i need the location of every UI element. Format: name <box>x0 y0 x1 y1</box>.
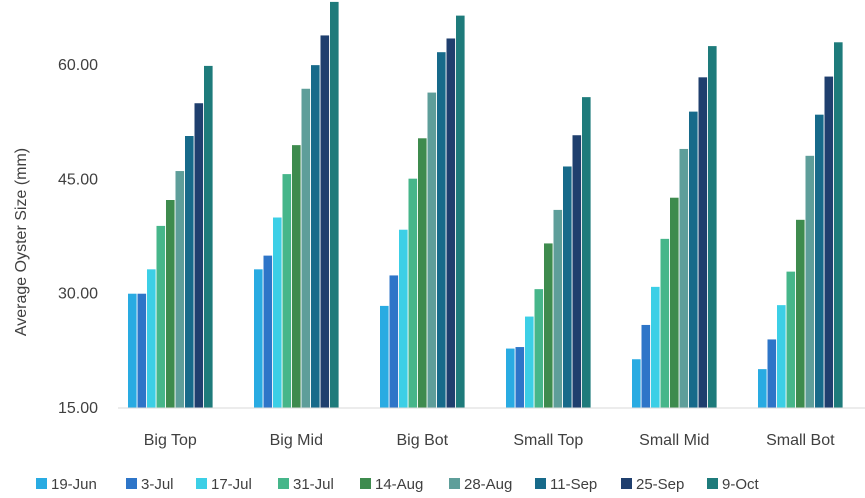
bar-17-Jul-Small Top <box>525 316 534 408</box>
bar-31-Jul-Big Top <box>156 225 166 408</box>
legend-label: 14-Aug <box>375 476 423 493</box>
bar-31-Jul-Big Mid <box>282 174 292 408</box>
bar-31-Jul-Small Bot <box>786 271 796 408</box>
category-labels: Big Top Big Mid Big Bot Small Top Small Mid S… <box>144 432 835 449</box>
y-tick-label: 15.00 <box>58 400 98 417</box>
legend-swatch <box>278 478 289 489</box>
bar-25-Sep-Big Bot <box>446 38 456 408</box>
bar-31-Jul-Small Top <box>534 289 544 408</box>
bar-31-Jul-Small Mid <box>660 238 670 408</box>
bar-14-Aug-Big Mid <box>292 145 301 408</box>
bar-3-Jul-Small Top <box>515 347 525 408</box>
bar-3-Jul-Big Mid <box>263 255 273 408</box>
y-axis-ticks: 15.00 30.00 45.00 60.00 <box>58 57 98 417</box>
legend-label: 9-Oct <box>722 476 760 493</box>
legend-label: 3-Jul <box>141 476 174 493</box>
bar-28-Aug-Small Top <box>553 209 563 408</box>
bar-17-Jul-Small Bot <box>777 305 786 408</box>
legend-label: 19-Jun <box>51 476 97 493</box>
bar-19-Jun-Big Mid <box>254 269 263 408</box>
bars <box>128 1 843 409</box>
bar-11-Sep-Small Bot <box>815 114 824 409</box>
bar-25-Sep-Small Top <box>572 135 582 409</box>
bar-3-Jul-Big Top <box>137 293 147 408</box>
bar-9-Oct-Big Mid <box>330 1 339 409</box>
bar-17-Jul-Small Mid <box>651 286 660 408</box>
bar-11-Sep-Big Bot <box>437 52 446 408</box>
bar-28-Aug-Big Mid <box>301 88 311 408</box>
bar-19-Jun-Small Mid <box>632 359 641 408</box>
bar-28-Aug-Small Bot <box>805 155 815 408</box>
legend-swatch <box>196 478 207 489</box>
category-label: Small Mid <box>639 432 709 449</box>
bar-9-Oct-Small Bot <box>834 42 843 408</box>
bar-14-Aug-Big Top <box>166 200 175 408</box>
bar-17-Jul-Big Mid <box>273 217 282 408</box>
legend-swatch <box>36 478 47 489</box>
legend-swatch <box>360 478 371 489</box>
legend: 19-Jun 3-Jul 17-Jul 31-Jul 14-Aug 28-Aug 11-Se… <box>36 476 760 493</box>
legend-label: 17-Jul <box>211 476 252 493</box>
bar-31-Jul-Big Bot <box>408 178 418 408</box>
category-label: Big Top <box>144 432 197 449</box>
bar-11-Sep-Big Mid <box>311 65 320 408</box>
category-label: Small Bot <box>766 432 835 449</box>
bar-25-Sep-Small Bot <box>824 76 834 408</box>
bar-28-Aug-Big Top <box>175 171 185 408</box>
legend-swatch <box>707 478 718 489</box>
category-label: Small Top <box>513 432 583 449</box>
bar-25-Sep-Big Top <box>194 103 204 409</box>
y-axis-title: Average Oyster Size (mm) <box>13 148 30 336</box>
legend-swatch <box>449 478 460 489</box>
bar-11-Sep-Big Top <box>185 136 194 408</box>
bar-28-Aug-Small Mid <box>679 148 689 408</box>
bar-9-Oct-Big Top <box>204 65 213 409</box>
bar-25-Sep-Big Mid <box>320 35 330 409</box>
legend-swatch <box>621 478 632 489</box>
bar-19-Jun-Big Bot <box>380 305 389 408</box>
legend-label: 28-Aug <box>464 476 512 493</box>
bar-9-Oct-Small Mid <box>708 46 717 408</box>
bar-14-Aug-Small Mid <box>670 197 679 408</box>
bar-14-Aug-Big Bot <box>418 138 427 409</box>
bar-3-Jul-Small Mid <box>641 324 651 408</box>
legend-label: 11-Sep <box>550 476 597 493</box>
bar-25-Sep-Small Mid <box>698 77 708 408</box>
bar-14-Aug-Small Bot <box>796 219 805 408</box>
y-tick-label: 60.00 <box>58 57 98 74</box>
category-label: Big Bot <box>397 432 449 449</box>
bar-28-Aug-Big Bot <box>427 92 437 408</box>
y-tick-label: 45.00 <box>58 171 98 188</box>
y-tick-label: 30.00 <box>58 286 98 303</box>
bar-19-Jun-Small Top <box>506 348 515 408</box>
legend-label: 31-Jul <box>293 476 334 493</box>
bar-3-Jul-Small Bot <box>767 339 777 408</box>
bar-19-Jun-Small Bot <box>758 369 767 408</box>
bar-14-Aug-Small Top <box>544 243 553 408</box>
bar-11-Sep-Small Top <box>563 166 572 408</box>
bar-17-Jul-Big Bot <box>399 229 408 408</box>
bar-3-Jul-Big Bot <box>389 275 399 408</box>
category-label: Big Mid <box>270 432 323 449</box>
legend-swatch <box>126 478 137 489</box>
bar-11-Sep-Small Mid <box>689 111 698 409</box>
legend-swatch <box>535 478 546 489</box>
legend-label: 25-Sep <box>636 476 684 493</box>
bar-9-Oct-Small Top <box>582 97 591 408</box>
bar-9-Oct-Big Bot <box>456 15 465 409</box>
bar-19-Jun-Big Top <box>128 293 137 408</box>
bar-17-Jul-Big Top <box>147 269 156 408</box>
